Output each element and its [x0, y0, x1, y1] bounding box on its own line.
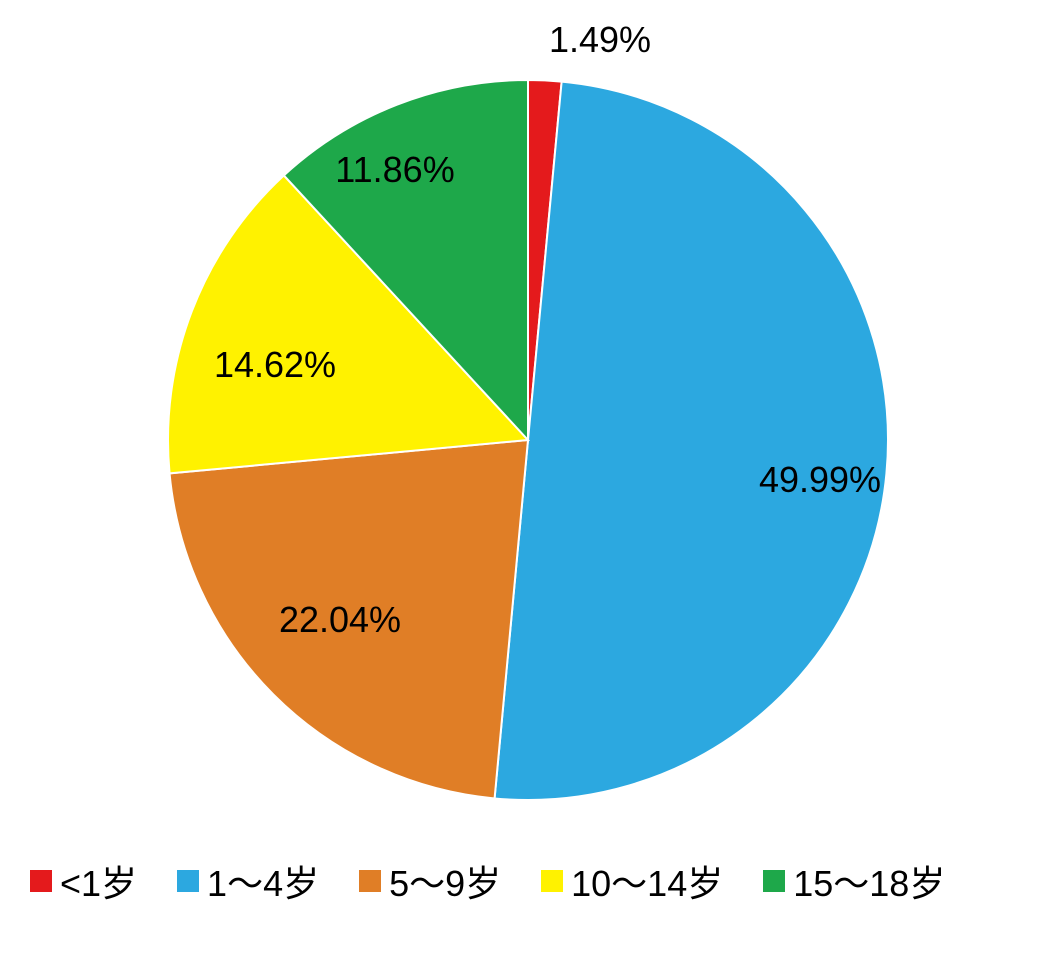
legend-swatch-1	[177, 870, 199, 892]
pie-slices-group	[168, 80, 888, 800]
pie-slice-1	[495, 82, 888, 800]
legend-label-4: 15～18岁	[793, 855, 945, 907]
legend-swatch-2	[359, 870, 381, 892]
legend-swatch-3	[541, 870, 563, 892]
legend-label-2: 5～9岁	[389, 855, 501, 907]
slice-label-3: 14.62%	[214, 344, 336, 386]
legend-item-0: <1岁	[30, 855, 137, 907]
legend-swatch-4	[763, 870, 785, 892]
legend-item-3: 10～14岁	[541, 855, 723, 907]
legend-item-2: 5～9岁	[359, 855, 501, 907]
legend: <1岁 1～4岁 5～9岁 10～14岁 15～18岁	[30, 855, 945, 907]
slice-label-2: 22.04%	[279, 599, 401, 641]
legend-label-0: <1岁	[60, 855, 137, 907]
pie-chart-container: 1.49% 49.99% 22.04% 14.62% 11.86% <1岁 1～…	[0, 0, 1057, 953]
slice-label-1: 49.99%	[759, 459, 881, 501]
legend-item-4: 15～18岁	[763, 855, 945, 907]
legend-swatch-0	[30, 870, 52, 892]
slice-label-0: 1.49%	[549, 19, 651, 61]
legend-label-1: 1～4岁	[207, 855, 319, 907]
legend-item-1: 1～4岁	[177, 855, 319, 907]
legend-label-3: 10～14岁	[571, 855, 723, 907]
slice-label-4: 11.86%	[335, 149, 454, 191]
pie-chart-svg	[0, 0, 1057, 953]
